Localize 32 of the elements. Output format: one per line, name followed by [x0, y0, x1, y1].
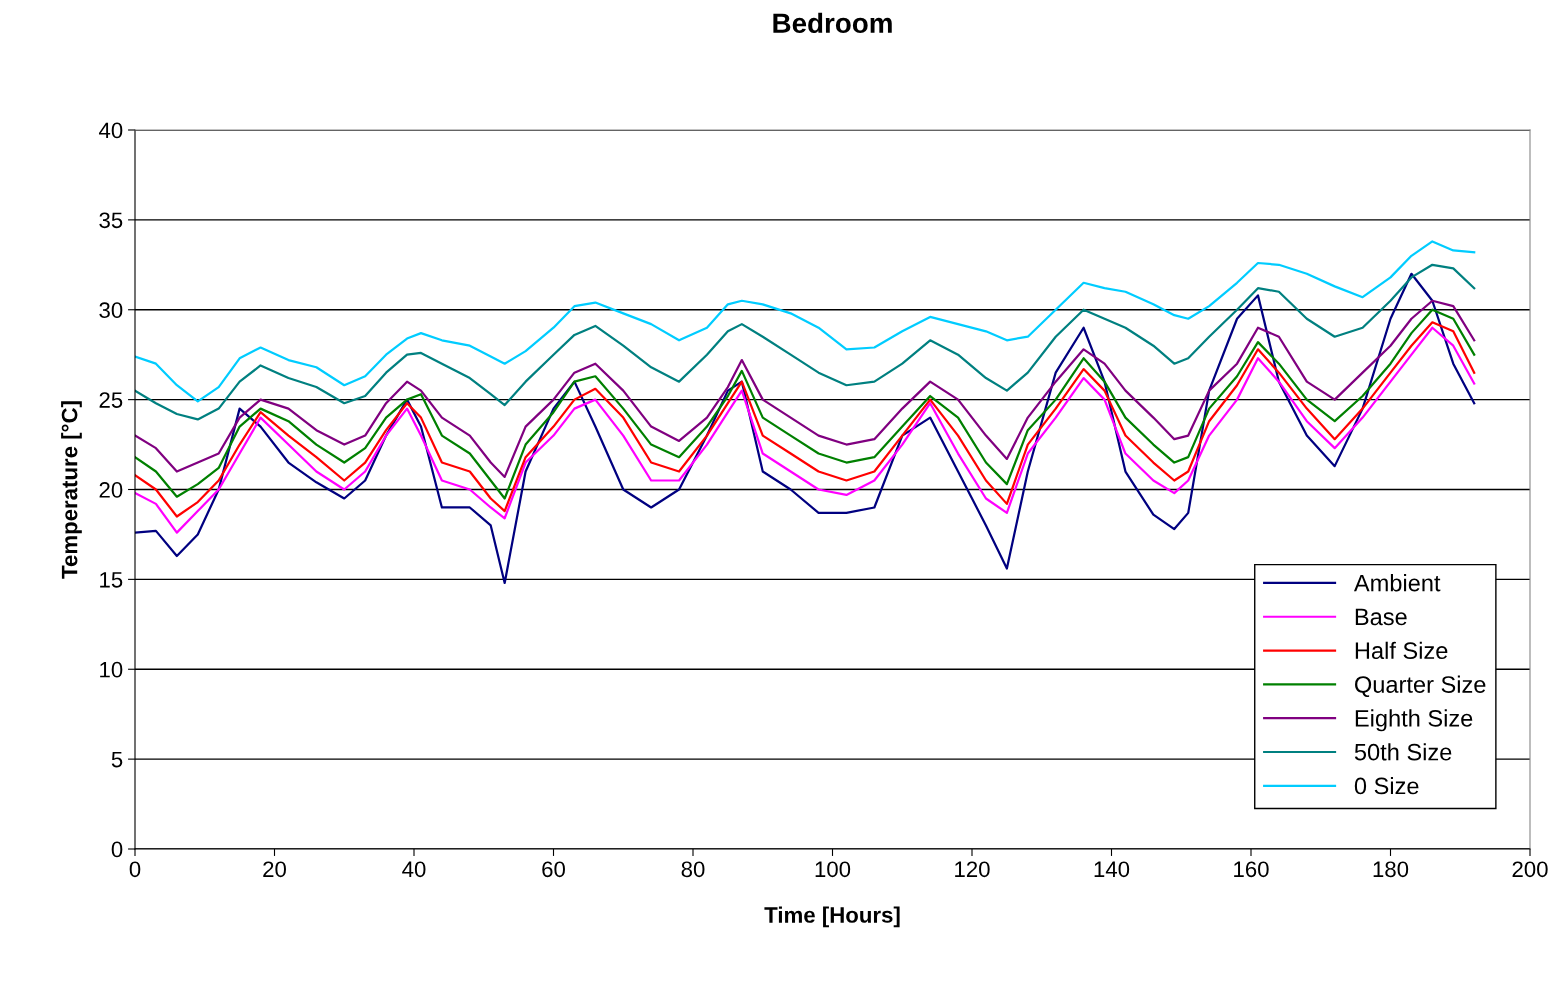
legend-label: 0 Size — [1354, 776, 1419, 795]
y-tick-label: 30 — [99, 302, 123, 319]
x-tick-label: 160 — [1234, 861, 1269, 878]
legend-label: Quarter Size — [1355, 675, 1486, 698]
legend-label: 50th Size — [1354, 743, 1452, 761]
line-series — [135, 240, 1476, 403]
legend-label: Half Size — [1355, 641, 1448, 660]
y-tick-label: 40 — [98, 122, 123, 139]
x-tick-label: 140 — [1094, 861, 1130, 878]
legend-label: Ambient — [1353, 574, 1441, 592]
y-axis-title: Temperature [°C] — [61, 401, 82, 579]
y-tick-label: 15 — [100, 572, 123, 588]
y-tick-label: 0 — [111, 841, 123, 858]
y-tick-label: 20 — [99, 482, 123, 498]
legend-label: Eighth Size — [1355, 709, 1473, 732]
x-tick-label: 120 — [955, 861, 990, 878]
x-tick-label: 80 — [681, 861, 705, 878]
x-tick-label: 20 — [263, 861, 286, 878]
y-tick-label: 5 — [111, 751, 123, 768]
chart-title: Bedroom — [773, 12, 892, 34]
x-tick-label: 180 — [1373, 861, 1409, 878]
x-axis-title: Time [Hours] — [764, 906, 900, 928]
x-tick-label: 100 — [815, 861, 851, 878]
legend-label: Base — [1355, 608, 1407, 626]
y-tick-label: 10 — [100, 661, 123, 678]
x-tick-label: 0 — [129, 861, 141, 878]
y-tick-label: 35 — [99, 212, 123, 229]
x-tick-label: 60 — [542, 861, 565, 878]
line-series — [135, 263, 1476, 421]
x-tick-label: 200 — [1512, 861, 1548, 878]
y-tick-label: 25 — [99, 392, 123, 408]
x-tick-label: 40 — [402, 861, 426, 878]
